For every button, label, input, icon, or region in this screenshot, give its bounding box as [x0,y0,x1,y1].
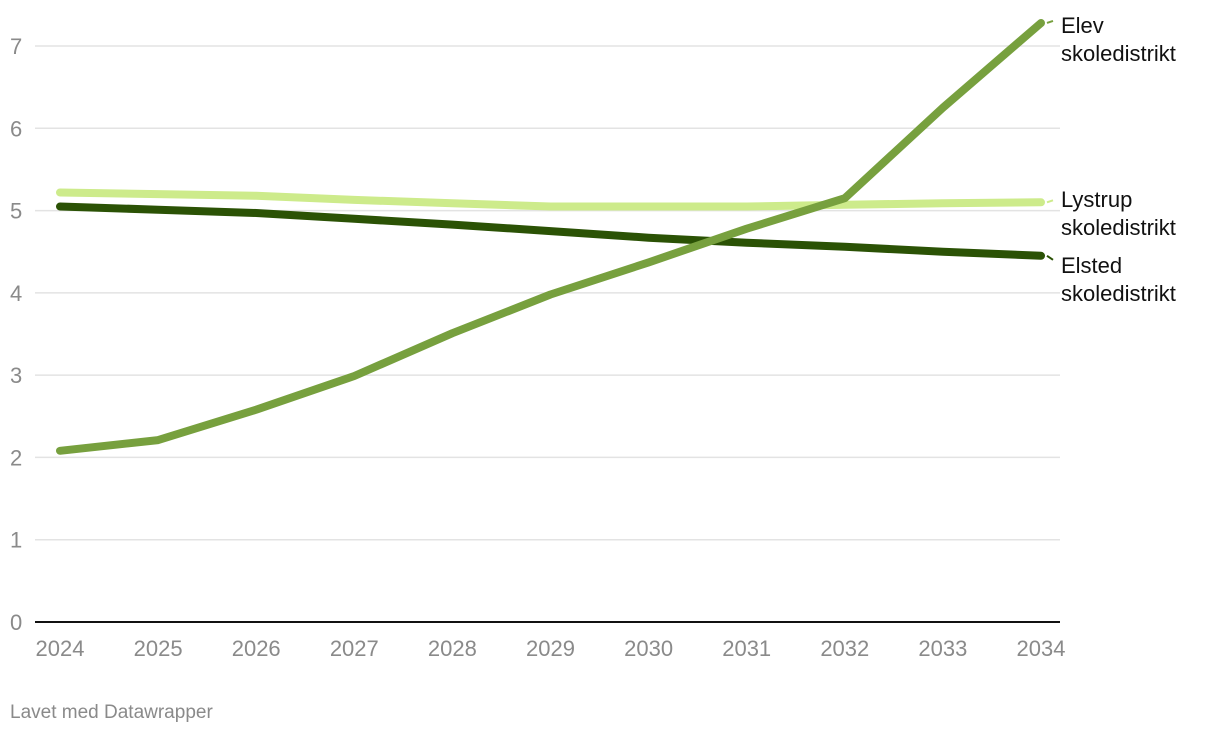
series-labels: Lystrup skoledistrikt Elsted skoledistrikt E… [1046,13,1176,306]
x-tick-label-2029: 2029 [526,636,575,661]
y-axis-ticks: 0 1 2 3 4 5 6 7 [10,34,22,635]
x-tick-label-2024: 2024 [36,636,85,661]
y-tick-label-4: 4 [10,281,22,306]
series-label-1-line-2: skoledistrikt [1061,215,1176,240]
series-label-connector-3 [1046,20,1054,24]
x-tick-label-2031: 2031 [722,636,771,661]
series-label-connector-1 [1046,199,1054,204]
series-label-connector-2 [1046,254,1054,261]
y-tick-label-5: 5 [10,199,22,224]
series-line-2 [56,202,1045,260]
x-tick-label-2030: 2030 [624,636,673,661]
x-tick-label-2028: 2028 [428,636,477,661]
series-label-2-line-2: skoledistrikt [1061,281,1176,306]
series-label-3-line-2: skoledistrikt [1061,41,1176,66]
series-line-3 [56,19,1045,455]
y-tick-label-2: 2 [10,445,22,470]
x-tick-label-2026: 2026 [232,636,281,661]
x-tick-label-2032: 2032 [820,636,869,661]
series-label-3-line-1: Elev [1061,13,1104,38]
series-line-1 [56,188,1045,211]
x-tick-label-2033: 2033 [918,636,967,661]
x-tick-label-2025: 2025 [134,636,183,661]
x-tick-label-2027: 2027 [330,636,379,661]
series-label-1-line-1: Lystrup [1061,187,1132,212]
x-tick-label-2034: 2034 [1017,636,1066,661]
footer-credit: Lavet med Datawrapper [10,702,213,723]
y-tick-label-7: 7 [10,34,22,59]
y-tick-label-0: 0 [10,610,22,635]
y-tick-label-3: 3 [10,363,22,388]
x-axis-ticks: 2024 2025 2026 2027 2028 2029 2030 2031 2032 2033… [36,636,1066,661]
series-lines [56,19,1045,455]
y-tick-label-6: 6 [10,116,22,141]
grid-lines [35,45,1060,623]
series-label-2-line-1: Elsted [1061,253,1122,278]
y-tick-label-1: 1 [10,528,22,553]
